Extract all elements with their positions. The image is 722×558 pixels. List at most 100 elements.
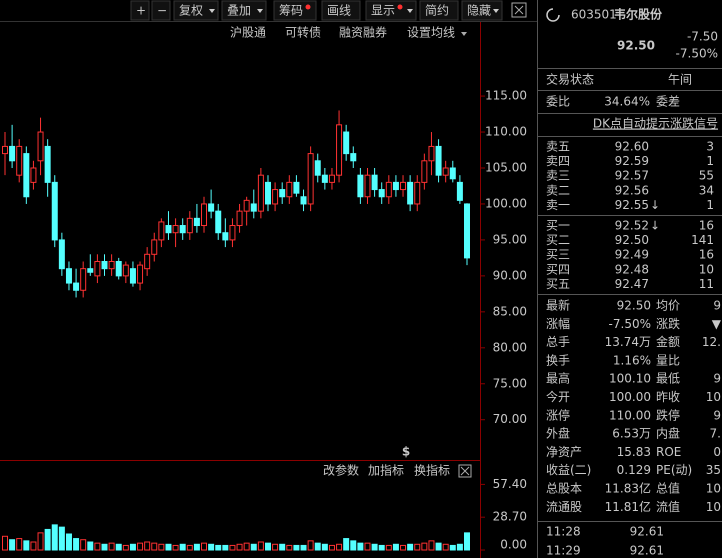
volume-bar (87, 541, 94, 551)
book-volume: 16 (699, 219, 714, 233)
button-label: 叠加 (227, 4, 251, 18)
stat-value: 13.74万 (605, 335, 651, 349)
panel-close-icon[interactable] (458, 464, 472, 478)
stat-label: 量比 (656, 353, 680, 367)
tick-price: 92.61 (630, 544, 664, 558)
candle-body (73, 282, 80, 291)
indicator-label[interactable]: 融资融券 (339, 25, 387, 40)
close-icon[interactable] (511, 2, 527, 18)
stat-value: -7.50% (609, 317, 651, 331)
book-label: 买五 (546, 277, 570, 291)
icon-frame (511, 2, 527, 18)
stat-label: 金额 (656, 334, 680, 349)
volume-bar (442, 543, 449, 551)
stat-label: 跌停 (656, 407, 680, 422)
toolbar-button[interactable] (461, 0, 503, 21)
ratio-label: 委比 (546, 95, 570, 109)
toolbar-button[interactable] (419, 0, 459, 21)
stat-value: 92.50 (617, 299, 651, 313)
book-volume: 3 (706, 140, 714, 154)
candle-body (115, 260, 122, 277)
button-label: − (157, 4, 167, 18)
volume-tool[interactable]: 改参数 (323, 463, 359, 478)
book-label: 卖三 (546, 169, 570, 183)
volume-bar (400, 544, 407, 551)
volume-bar (279, 543, 286, 551)
toolbar-button[interactable] (273, 0, 317, 21)
stat-label: 净资产 (546, 445, 582, 459)
indicator-label[interactable]: 设置均线 (407, 26, 455, 40)
button-label: + (136, 4, 146, 18)
volume-bar (215, 544, 222, 551)
volume-bar (179, 543, 186, 551)
volume-bar (293, 544, 300, 551)
volume-tool[interactable]: 加指标 (368, 463, 404, 478)
volume-bar (144, 541, 151, 551)
price-change: -7.50 (687, 30, 718, 44)
volume-tool[interactable]: 换指标 (414, 463, 450, 478)
volume-bar (44, 528, 51, 551)
toolbar-button[interactable] (321, 0, 361, 21)
book-label: 卖四 (546, 154, 570, 168)
volume-bar (350, 540, 357, 551)
candle-body (378, 189, 385, 198)
stat-label: 换手 (546, 353, 570, 367)
volume-bar (229, 544, 236, 551)
candle-body (442, 167, 449, 176)
stat-label: 均价 (656, 299, 680, 313)
book-price: 92.59 (615, 154, 649, 168)
stat-value: 100.10 (609, 372, 651, 386)
stat-label: 收益(二) (546, 463, 591, 477)
candle-body (87, 268, 94, 273)
indicator-label[interactable]: 沪股通 (230, 26, 266, 40)
candle-body (172, 225, 179, 234)
toolbar-button[interactable] (365, 0, 417, 21)
toolbar-button[interactable] (173, 0, 219, 21)
book-label: 买三 (546, 248, 570, 262)
candle-body (16, 145, 23, 176)
candle-body (158, 221, 165, 241)
volume-bar (407, 543, 414, 551)
book-volume: 1 (706, 154, 714, 168)
toolbar-button[interactable] (221, 0, 267, 21)
y-tick-label: 105.00 (485, 160, 527, 174)
stat-value: 11.81亿 (605, 499, 651, 514)
candle-body (350, 153, 357, 162)
book-volume: 141 (691, 233, 714, 247)
volume-bar (364, 542, 371, 551)
volume-bar (243, 542, 250, 551)
stat-label: 昨收 (656, 390, 680, 404)
book-volume: 1 (706, 198, 714, 212)
stat-value: 10 (706, 500, 721, 514)
volume-bar (421, 542, 428, 551)
stat-label: 外盘 (546, 426, 570, 441)
stat-label: PE(动) (656, 463, 692, 477)
volume-bar (449, 544, 456, 551)
y-tick-label: 75.00 (493, 376, 527, 390)
stat-value: 35 (706, 463, 721, 477)
candle-body (357, 174, 364, 198)
candle-body (30, 167, 37, 183)
book-label: 买二 (546, 233, 570, 247)
candle-body (293, 181, 300, 194)
toolbar-button[interactable] (151, 0, 171, 21)
volume-bar (201, 542, 208, 551)
volume-bar (51, 524, 58, 551)
volume-bar (314, 542, 321, 551)
icon-cross (514, 5, 524, 15)
candle-body (208, 203, 215, 212)
indicator-label[interactable]: 可转债 (285, 25, 321, 40)
signal-link[interactable]: DK点自动提示涨跌信号 (593, 116, 718, 131)
y-tick-label: 85.00 (493, 304, 527, 318)
volume-bar (208, 543, 215, 551)
stat-label: ROE (656, 445, 681, 459)
volume-bar (321, 543, 328, 551)
candle-body (65, 268, 72, 284)
volume-bar (371, 543, 378, 551)
toolbar-button[interactable] (130, 0, 150, 21)
volume-bar (193, 543, 200, 551)
volume-bar (94, 542, 101, 551)
menu-caret (461, 32, 467, 36)
candle-body (328, 174, 335, 183)
candle-body (364, 174, 371, 198)
